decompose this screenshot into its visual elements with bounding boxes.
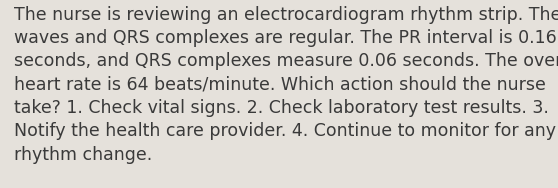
Text: The nurse is reviewing an electrocardiogram rhythm strip. The P
waves and QRS co: The nurse is reviewing an electrocardiog… (14, 6, 558, 164)
